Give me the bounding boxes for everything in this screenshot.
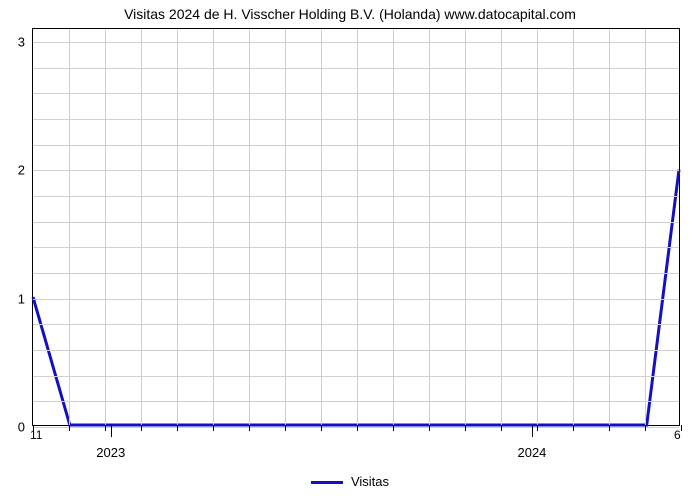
chart-container: Visitas 2024 de H. Visscher Holding B.V.… [0, 0, 700, 500]
gridline-v [537, 29, 538, 425]
x-tick-mark [429, 425, 430, 431]
gridline-h [33, 145, 679, 146]
gridline-v [213, 29, 214, 425]
gridline-h [33, 119, 679, 120]
gridline-h [33, 222, 679, 223]
gridline-v [177, 29, 178, 425]
gridline-v [321, 29, 322, 425]
gridline-v [609, 29, 610, 425]
gridline-h [33, 170, 679, 171]
x-tick-mark [465, 425, 466, 431]
gridline-h [33, 42, 679, 43]
gridline-h [33, 299, 679, 300]
gridline-h [33, 93, 679, 94]
gridline-h [33, 196, 679, 197]
gridline-h [33, 324, 679, 325]
gridline-v [69, 29, 70, 425]
legend-swatch [311, 481, 343, 484]
x-tick-mark [285, 425, 286, 431]
x-tick-mark [681, 425, 682, 431]
gridline-v [285, 29, 286, 425]
gridline-v [645, 29, 646, 425]
gridline-v [573, 29, 574, 425]
x-tick-mark [393, 425, 394, 431]
x-tick-mark [249, 425, 250, 431]
gridline-v [141, 29, 142, 425]
gridline-v [465, 29, 466, 425]
x-tick-label: 2023 [96, 425, 125, 460]
plot-area: 012320232024 [32, 28, 680, 426]
x-start-label: 11 [30, 428, 42, 442]
x-tick-mark [321, 425, 322, 431]
gridline-v [501, 29, 502, 425]
x-tick-mark [357, 425, 358, 431]
gridline-h [33, 273, 679, 274]
x-tick-mark [141, 425, 142, 431]
gridline-v [105, 29, 106, 425]
gridline-v [357, 29, 358, 425]
gridline-v [249, 29, 250, 425]
gridline-h [33, 68, 679, 69]
legend: Visitas [0, 474, 700, 489]
x-tick-label: 2024 [517, 425, 546, 460]
gridline-v [393, 29, 394, 425]
x-tick-mark [213, 425, 214, 431]
y-tick-label: 2 [18, 163, 33, 178]
x-tick-mark [69, 425, 70, 431]
y-tick-label: 1 [18, 291, 33, 306]
gridline-v [429, 29, 430, 425]
x-tick-mark [573, 425, 574, 431]
chart-title: Visitas 2024 de H. Visscher Holding B.V.… [0, 6, 700, 22]
x-tick-mark [177, 425, 178, 431]
y-tick-label: 3 [18, 34, 33, 49]
x-tick-mark [609, 425, 610, 431]
x-end-label: 6 [674, 428, 681, 442]
gridline-h [33, 350, 679, 351]
gridline-h [33, 247, 679, 248]
gridline-h [33, 376, 679, 377]
gridline-h [33, 427, 679, 428]
data-line [33, 29, 679, 425]
legend-label: Visitas [351, 474, 389, 489]
x-tick-mark [501, 425, 502, 431]
gridline-h [33, 401, 679, 402]
x-tick-mark [645, 425, 646, 431]
